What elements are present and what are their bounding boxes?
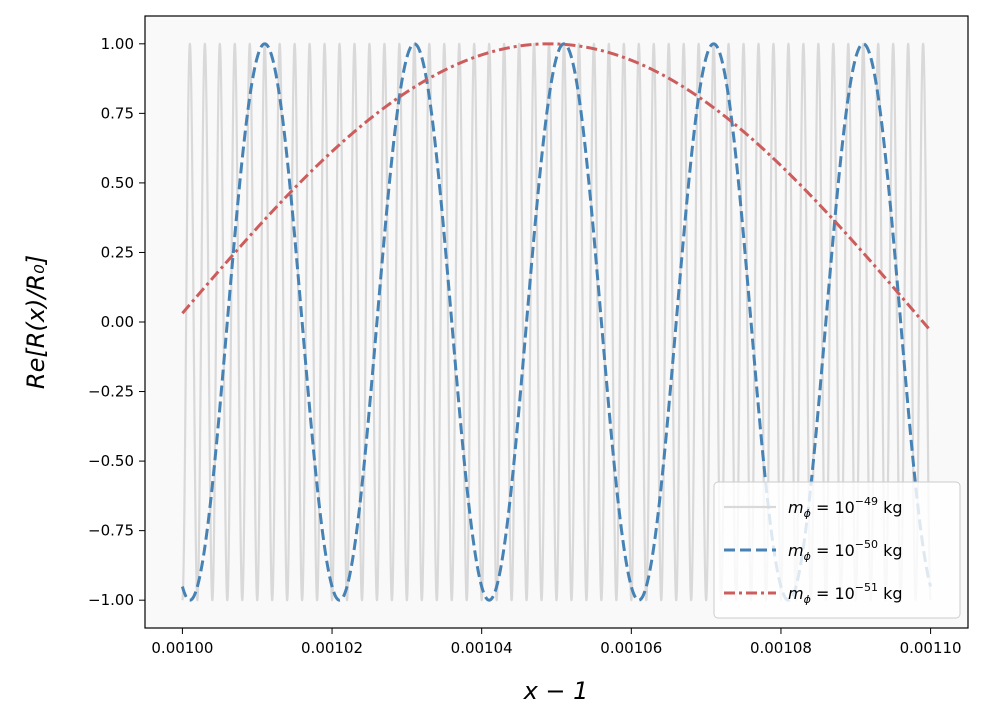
y-tick-label: −0.25 <box>88 383 134 401</box>
y-axis: 1.00 0.75 0.50 0.25 0.00 −0.25 −0.50 −0.75 −1.00 <box>88 35 145 609</box>
legend-box <box>713 481 961 619</box>
legend-label-2: mϕ = 10−50 kg <box>788 538 903 563</box>
y-tick-label: 1.00 <box>101 35 134 53</box>
y-tick-label: −1.00 <box>88 591 134 609</box>
y-tick-label: 0.25 <box>101 243 134 261</box>
x-tick-label: 0.00110 <box>900 639 962 657</box>
legend: mϕ = 10−49 kg mϕ = 10−50 kg mϕ = 10−51 kg <box>713 481 961 619</box>
x-tick-label: 0.00102 <box>301 639 363 657</box>
series-line-3 <box>181 42 932 332</box>
y-tick-label: 0.50 <box>101 174 134 192</box>
x-tick-label: 0.00100 <box>151 639 213 657</box>
x-tick-label: 0.00106 <box>600 639 662 657</box>
y-axis-title: Re[R(x)/R₀] <box>22 255 50 389</box>
legend-label-1: mϕ = 10−49 kg <box>788 495 903 520</box>
legend-label-3: mϕ = 10−51 kg <box>788 581 903 606</box>
y-tick-label: −0.50 <box>88 452 134 470</box>
y-tick-label: 0.75 <box>101 104 134 122</box>
x-tick-label: 0.00108 <box>750 639 812 657</box>
y-tick-label: −0.75 <box>88 522 134 540</box>
x-axis-title: x − 1 <box>523 677 589 705</box>
y-tick-label: 0.00 <box>101 313 134 331</box>
x-axis: 0.00100 0.00102 0.00104 0.00106 0.00108 0.001… <box>151 628 962 657</box>
series-line-1 <box>181 42 932 602</box>
x-tick-label: 0.00104 <box>451 639 513 657</box>
